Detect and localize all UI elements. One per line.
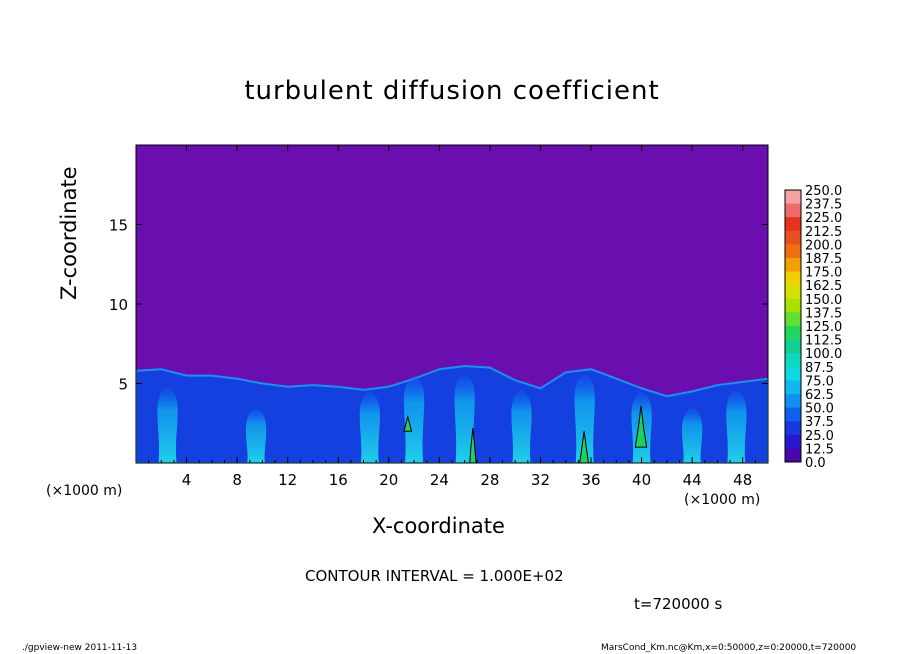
- colorbar-segment: [785, 339, 801, 354]
- colorbar-label: 0.0: [805, 456, 826, 471]
- plume-5: [511, 389, 532, 463]
- plume-2: [359, 391, 381, 463]
- mixed-layer: [136, 366, 768, 463]
- y-tick-label: 5: [118, 376, 128, 394]
- colorbar-segment: [785, 312, 801, 327]
- plume-6: [574, 373, 595, 463]
- colorbar-segment: [785, 230, 801, 245]
- colorbar-label: 100.0: [805, 347, 842, 362]
- colorbar-label: 225.0: [805, 211, 842, 226]
- x-tick-label: 20: [379, 471, 398, 489]
- colorbar-label: 200.0: [805, 238, 842, 253]
- mixed-layer-edge: [136, 364, 768, 463]
- colorbar-label: 237.5: [805, 198, 842, 213]
- colorbar-segment: [785, 217, 801, 232]
- colorbar-label: 175.0: [805, 266, 842, 281]
- y-tick-label: 10: [109, 296, 128, 314]
- x-axis-label: X-coordinate: [372, 514, 505, 538]
- colorbar-label: 112.5: [805, 334, 842, 349]
- colorbar-segment: [785, 353, 801, 368]
- x-tick-label: 4: [182, 471, 192, 489]
- footer-right: MarsCond_Km.nc@Km,x=0:50000,z=0:20000,t=…: [601, 643, 857, 653]
- x-tick-label: 16: [329, 471, 348, 489]
- contour-100-0: [403, 415, 413, 432]
- colorbar-label: 187.5: [805, 252, 842, 267]
- colorbar-segment: [785, 190, 801, 205]
- colorbar-label: 150.0: [805, 293, 842, 308]
- colorbar-segment: [785, 407, 801, 422]
- colorbar-segment: [785, 203, 801, 218]
- x-tick-label: 12: [278, 471, 297, 489]
- colorbar-label: 25.0: [805, 429, 834, 444]
- colorbar-segment: [785, 326, 801, 341]
- x-unit-left: (×1000 m): [46, 483, 123, 499]
- x-tick-label: 28: [480, 471, 499, 489]
- plume-3: [403, 375, 425, 463]
- colorbar-segment: [785, 258, 801, 273]
- colorbar-label: 212.5: [805, 225, 842, 240]
- colorbar-segment: [785, 366, 801, 381]
- colorbar-label: 137.5: [805, 306, 842, 321]
- y-tick-label: 15: [109, 217, 128, 235]
- contour-100-2: [579, 431, 590, 463]
- x-unit-right: (×1000 m): [684, 492, 761, 508]
- colorbar-frame: [784, 189, 802, 463]
- colorbar-label: 125.0: [805, 320, 842, 335]
- colorbar-label: 62.5: [805, 388, 834, 403]
- colorbar-segment: [785, 434, 801, 449]
- x-tick-label: 40: [632, 471, 651, 489]
- contour-100-1: [469, 427, 477, 463]
- x-tick-label: 32: [531, 471, 550, 489]
- x-tick-label: 24: [430, 471, 449, 489]
- colorbar-label: 12.5: [805, 442, 834, 457]
- footer-left: ./gpview-new 2011-11-13: [22, 643, 138, 653]
- x-tick-label: 36: [581, 471, 600, 489]
- x-tick-label: 44: [683, 471, 702, 489]
- x-tick-label: 48: [733, 471, 752, 489]
- colorbar-segment: [785, 380, 801, 395]
- plume-9: [726, 389, 747, 463]
- contour-100-3: [634, 405, 648, 448]
- colorbar-segment: [785, 448, 801, 463]
- colorbar-label: 50.0: [805, 402, 834, 417]
- colorbar-segment: [785, 285, 801, 300]
- plume-1: [245, 407, 267, 463]
- colorbar-label: 37.5: [805, 415, 834, 430]
- colorbar-segment: [785, 244, 801, 259]
- colorbar-label: 87.5: [805, 361, 834, 376]
- colorbar-segment: [785, 271, 801, 286]
- y-axis-label: Z-coordinate: [57, 166, 81, 300]
- colorbar-label: 250.0: [805, 184, 842, 199]
- plume-0: [157, 386, 178, 463]
- colorbar-label: 162.5: [805, 279, 842, 294]
- colorbar-segment: [785, 394, 801, 409]
- colorbar-segment: [785, 421, 801, 436]
- plume-8: [681, 407, 703, 463]
- chart-title: turbulent diffusion coefficient: [244, 76, 660, 106]
- contour-interval-note: CONTOUR INTERVAL = 1.000E+02: [305, 567, 564, 585]
- time-label: t=720000 s: [634, 595, 723, 613]
- colorbar-label: 75.0: [805, 374, 834, 389]
- plume-4: [454, 373, 475, 463]
- colorbar-segment: [785, 298, 801, 313]
- x-tick-label: 8: [232, 471, 242, 489]
